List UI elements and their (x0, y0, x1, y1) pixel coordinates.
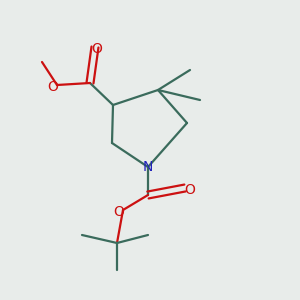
Text: N: N (143, 160, 153, 174)
Text: O: O (114, 205, 124, 219)
Text: O: O (92, 42, 102, 56)
Text: O: O (184, 183, 195, 197)
Text: O: O (48, 80, 58, 94)
